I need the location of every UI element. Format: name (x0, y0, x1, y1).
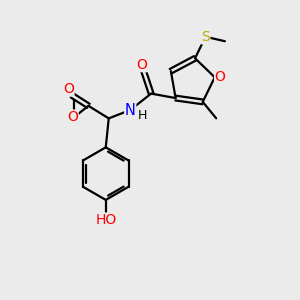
Text: S: S (201, 30, 210, 44)
Text: N: N (125, 103, 136, 118)
Text: O: O (67, 110, 78, 124)
Text: O: O (215, 70, 226, 84)
Text: HO: HO (96, 213, 117, 227)
Text: H: H (138, 109, 148, 122)
Text: O: O (63, 82, 74, 96)
Text: O: O (137, 58, 148, 72)
